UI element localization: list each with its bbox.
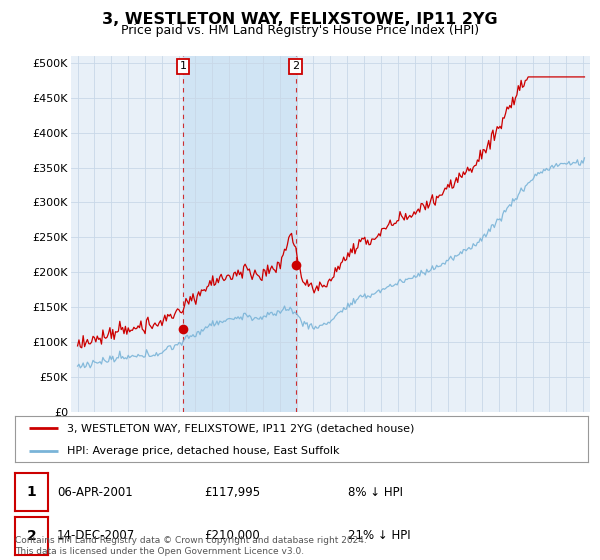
Text: 3, WESTLETON WAY, FELIXSTOWE, IP11 2YG: 3, WESTLETON WAY, FELIXSTOWE, IP11 2YG [102, 12, 498, 27]
Text: HPI: Average price, detached house, East Suffolk: HPI: Average price, detached house, East… [67, 446, 339, 456]
Text: 2: 2 [26, 529, 37, 543]
Bar [183, 56, 296, 412]
Text: £210,000: £210,000 [204, 529, 260, 543]
Text: 1: 1 [26, 485, 37, 500]
Text: Contains HM Land Registry data © Crown copyright and database right 2024.
This d: Contains HM Land Registry data © Crown c… [15, 536, 367, 556]
Text: 8% ↓ HPI: 8% ↓ HPI [348, 486, 403, 499]
Text: 21% ↓ HPI: 21% ↓ HPI [348, 529, 410, 543]
Text: £117,995: £117,995 [204, 486, 260, 499]
Text: 06-APR-2001: 06-APR-2001 [57, 486, 133, 499]
Text: 14-DEC-2007: 14-DEC-2007 [57, 529, 135, 543]
Text: 3, WESTLETON WAY, FELIXSTOWE, IP11 2YG (detached house): 3, WESTLETON WAY, FELIXSTOWE, IP11 2YG (… [67, 423, 414, 433]
Text: 2: 2 [292, 62, 299, 71]
Text: 1: 1 [179, 62, 187, 71]
Text: Price paid vs. HM Land Registry's House Price Index (HPI): Price paid vs. HM Land Registry's House … [121, 24, 479, 36]
